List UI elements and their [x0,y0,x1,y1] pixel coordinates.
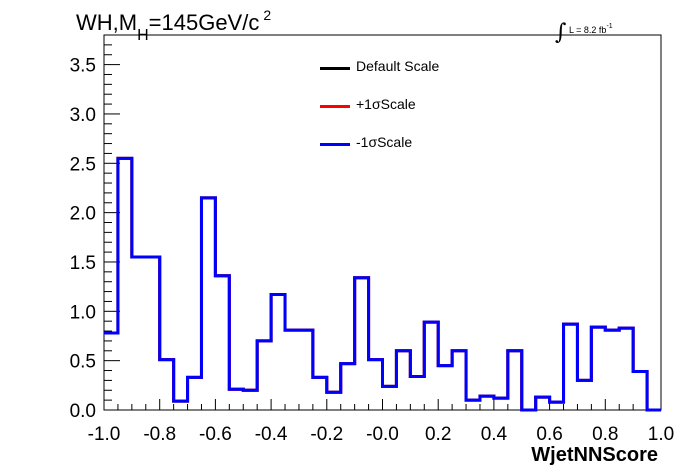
x-tick-label: -0.0 [366,424,399,445]
legend-label-plus: +1σScale [356,96,416,112]
title-prefix: WH,M [76,10,138,35]
legend-label-default: Default Scale [356,58,440,74]
legend-line-plus [320,105,350,108]
title-subscript: H [137,27,149,44]
y-tick-label: 3.0 [70,105,96,126]
luminosity-label: ∫ L = 8.2 fb-1 [555,14,613,45]
x-tick-label: -0.2 [310,424,343,445]
legend-line-minus [320,143,350,146]
chart-title: WH,MH=145GeV/c 2 [76,7,272,44]
y-tick-label: 0.0 [70,401,96,422]
x-tick-label: 0.2 [425,424,451,445]
legend-line-default [320,67,350,70]
x-tick-label: 0.6 [536,424,562,445]
series-line-2 [104,156,661,412]
integral-symbol: ∫ [555,20,567,45]
legend-item-minus: -1σScale [318,134,488,172]
legend-item-plus: +1σScale [318,96,488,134]
x-tick-label: 1.0 [648,424,674,445]
legend: Default Scale +1σScale -1σScale [318,58,488,172]
legend-item-default: Default Scale [318,58,488,96]
x-tick-label: 0.8 [592,424,618,445]
title-superscript: 2 [263,7,272,23]
y-tick-label: 2.5 [70,154,96,175]
x-tick-label: -1.0 [88,424,121,445]
luminosity-text: L = 8.2 fb [568,25,607,35]
x-tick-label: -0.8 [143,424,176,445]
x-tick-label: -0.6 [199,424,232,445]
y-tick-label: 0.5 [70,352,96,373]
x-tick-label: 0.4 [481,424,508,445]
x-tick-label: -0.4 [255,424,288,445]
y-tick-label: 3.5 [70,56,96,77]
title-middle: =145GeV/c [148,10,260,35]
luminosity-superscript: -1 [606,23,613,30]
x-axis-label: WjetNNScore [531,444,658,466]
legend-label-minus: -1σScale [356,134,413,150]
y-tick-label: 1.0 [70,302,96,323]
y-tick-label: 1.5 [70,253,96,274]
y-tick-label: 2.0 [70,204,96,225]
